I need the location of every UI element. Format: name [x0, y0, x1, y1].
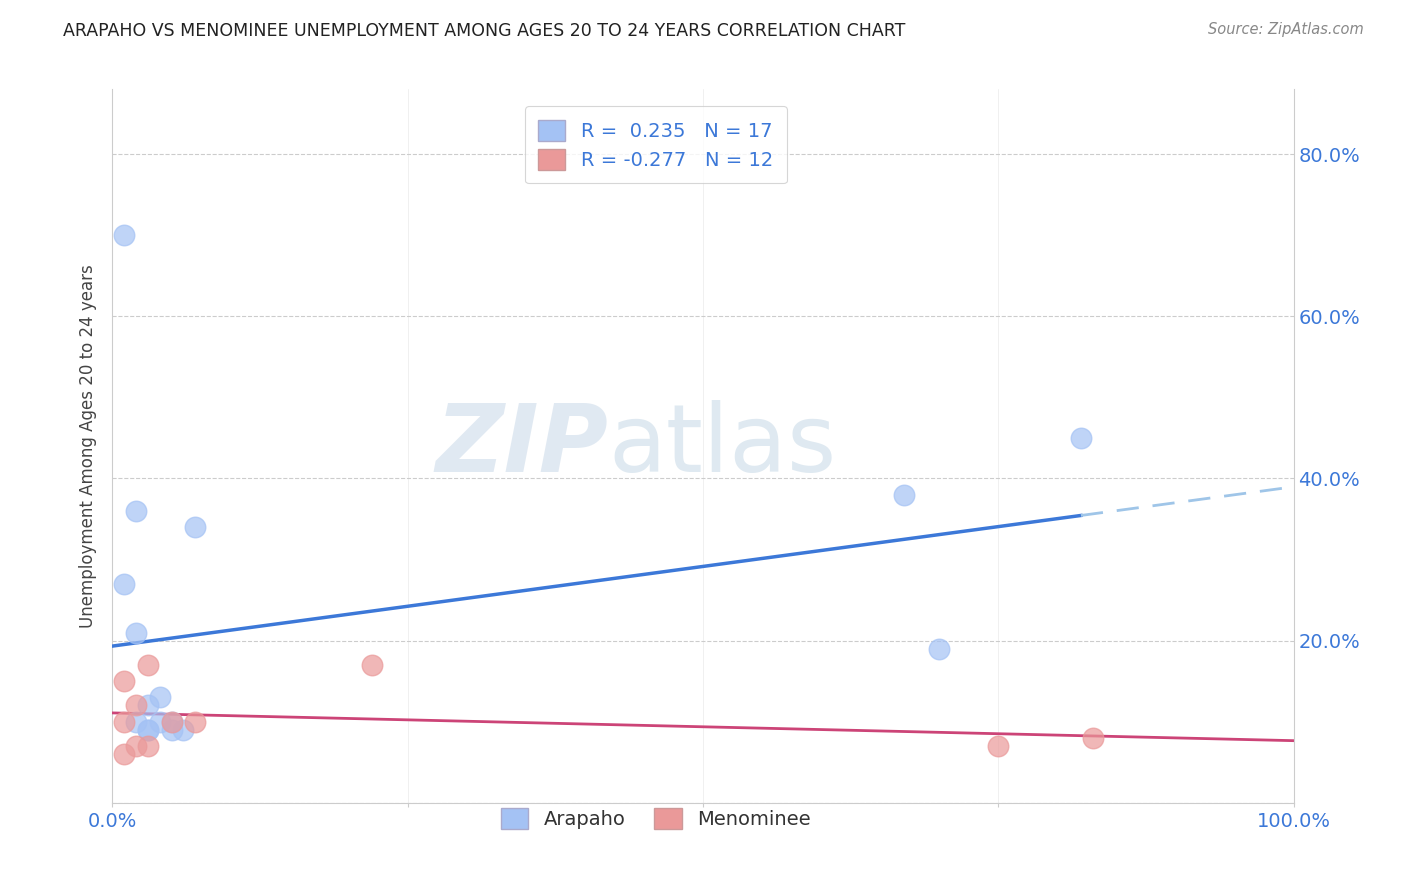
- Point: [928, 641, 950, 656]
- Y-axis label: Unemployment Among Ages 20 to 24 years: Unemployment Among Ages 20 to 24 years: [79, 264, 97, 628]
- Point: [149, 714, 172, 729]
- Point: [160, 723, 183, 737]
- Point: [136, 723, 159, 737]
- Point: [125, 698, 148, 713]
- Point: [136, 698, 159, 713]
- Text: Source: ZipAtlas.com: Source: ZipAtlas.com: [1208, 22, 1364, 37]
- Text: ZIP: ZIP: [436, 400, 609, 492]
- Point: [1070, 431, 1092, 445]
- Point: [112, 674, 135, 689]
- Text: atlas: atlas: [609, 400, 837, 492]
- Point: [893, 488, 915, 502]
- Point: [184, 714, 207, 729]
- Point: [112, 577, 135, 591]
- Point: [1081, 731, 1104, 745]
- Point: [112, 228, 135, 243]
- Text: ARAPAHO VS MENOMINEE UNEMPLOYMENT AMONG AGES 20 TO 24 YEARS CORRELATION CHART: ARAPAHO VS MENOMINEE UNEMPLOYMENT AMONG …: [63, 22, 905, 40]
- Point: [112, 714, 135, 729]
- Point: [125, 625, 148, 640]
- Point: [125, 739, 148, 753]
- Point: [361, 657, 384, 672]
- Point: [184, 520, 207, 534]
- Point: [987, 739, 1010, 753]
- Point: [125, 504, 148, 518]
- Point: [136, 657, 159, 672]
- Point: [172, 723, 194, 737]
- Point: [112, 747, 135, 761]
- Point: [125, 714, 148, 729]
- Point: [136, 723, 159, 737]
- Legend: Arapaho, Menominee: Arapaho, Menominee: [486, 795, 824, 843]
- Point: [160, 714, 183, 729]
- Point: [136, 739, 159, 753]
- Point: [149, 690, 172, 705]
- Point: [160, 714, 183, 729]
